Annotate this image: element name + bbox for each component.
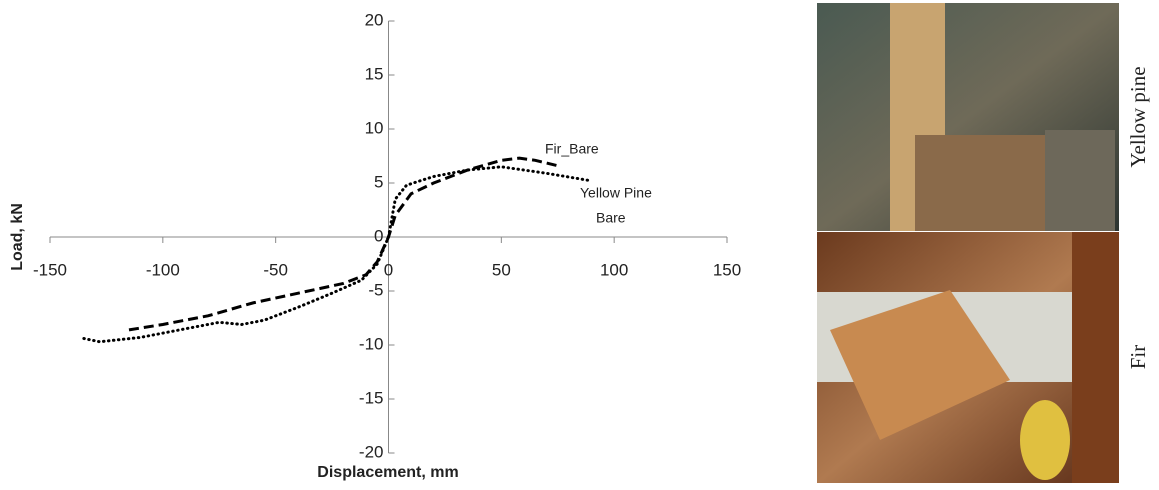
x-axis-title: Displacement, mm (317, 464, 458, 481)
y-tick-label: -5 (368, 280, 383, 299)
y-tick-label: -15 (359, 388, 384, 407)
y-axis-title: Load, kN (9, 203, 26, 271)
annotation: Bare (596, 210, 626, 226)
photo-fir (817, 232, 1119, 483)
y-tick-label: 15 (365, 64, 384, 83)
x-tick-label: -50 (263, 260, 288, 279)
x-tick-label: -100 (146, 260, 180, 279)
photo-label: Yellow pine (1126, 66, 1150, 167)
page: Yellow pine Fir Load, kN Displacement, m… (0, 0, 1159, 485)
chart: Yellow pine Fir Load, kN Displacement, m… (0, 0, 1159, 485)
annotation: Yellow Pine (580, 185, 652, 201)
y-tick-label: 5 (374, 172, 383, 191)
series-line (129, 158, 558, 330)
photo-yellow-pine (817, 3, 1119, 231)
x-tick-label: -150 (33, 260, 67, 279)
y-tick-label: -10 (359, 334, 384, 353)
x-tick-label: 150 (713, 260, 741, 279)
y-tick-label: -20 (359, 442, 384, 461)
annotation: Fir_Bare (545, 141, 599, 157)
series-line (84, 167, 592, 342)
y-tick-label: 20 (365, 10, 384, 29)
y-tick-label: 0 (374, 226, 383, 245)
y-tick-label: 10 (365, 118, 384, 137)
photo-label: Fir (1126, 345, 1150, 370)
x-tick-label: 100 (600, 260, 628, 279)
x-tick-label: 0 (384, 260, 393, 279)
x-tick-label: 50 (492, 260, 511, 279)
